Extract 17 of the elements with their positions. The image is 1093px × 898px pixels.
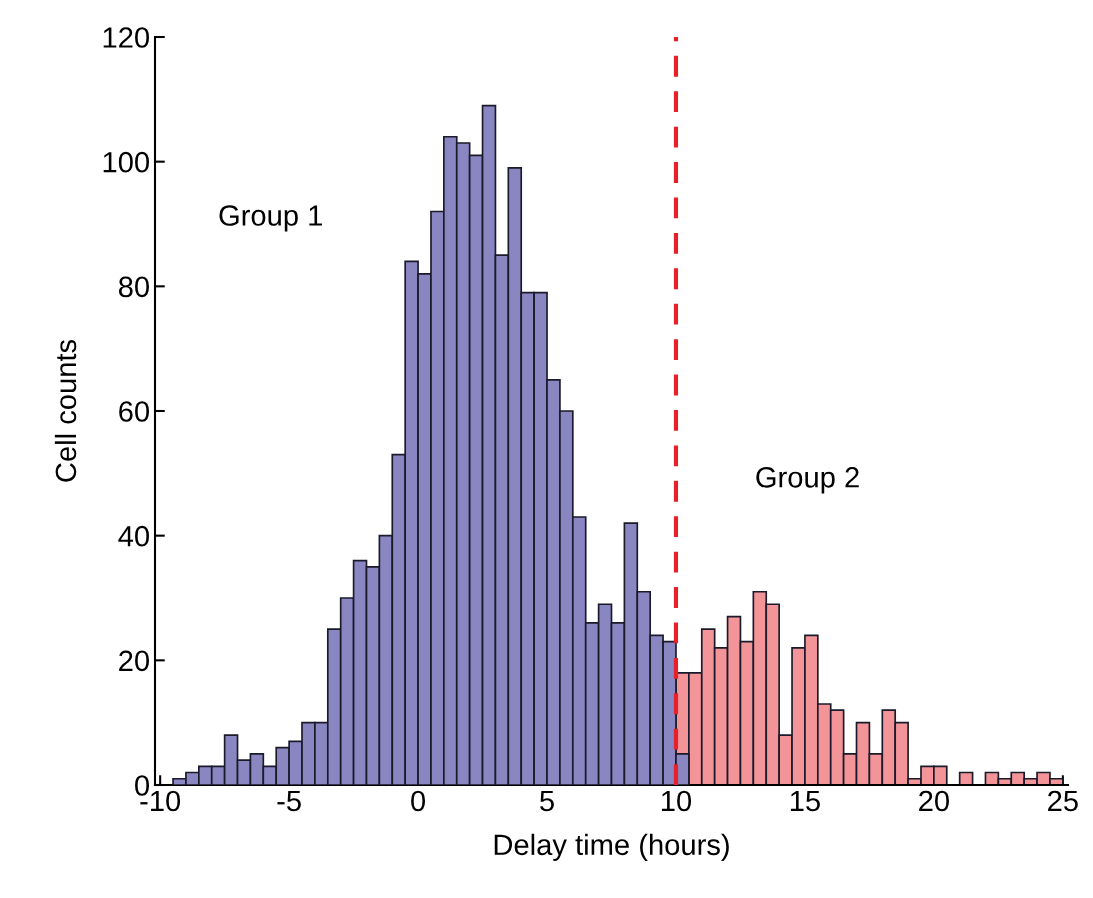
- x-tick-label: 0: [411, 790, 426, 812]
- annotation: Group 1: [219, 205, 322, 232]
- x-tick-label: -5: [277, 790, 301, 812]
- y-tick-label: 40: [118, 525, 149, 547]
- y-tick-label: 80: [118, 276, 149, 298]
- x-axis-title: Delay time (hours): [494, 833, 729, 861]
- x-tick-label: 5: [540, 790, 554, 812]
- x-tick-label: 25: [1048, 790, 1078, 812]
- x-tick-label: 10: [661, 790, 692, 812]
- y-tick-label: 100: [103, 151, 149, 173]
- y-tick-label: 20: [119, 650, 149, 672]
- x-tick-label: 20: [919, 790, 949, 812]
- y-axis-title: Cell counts: [54, 339, 77, 482]
- y-tick-label: 60: [119, 401, 149, 422]
- annotation: Group 2: [756, 466, 859, 494]
- y-tick-label: 120: [103, 27, 149, 48]
- x-tick-label: 15: [790, 790, 820, 812]
